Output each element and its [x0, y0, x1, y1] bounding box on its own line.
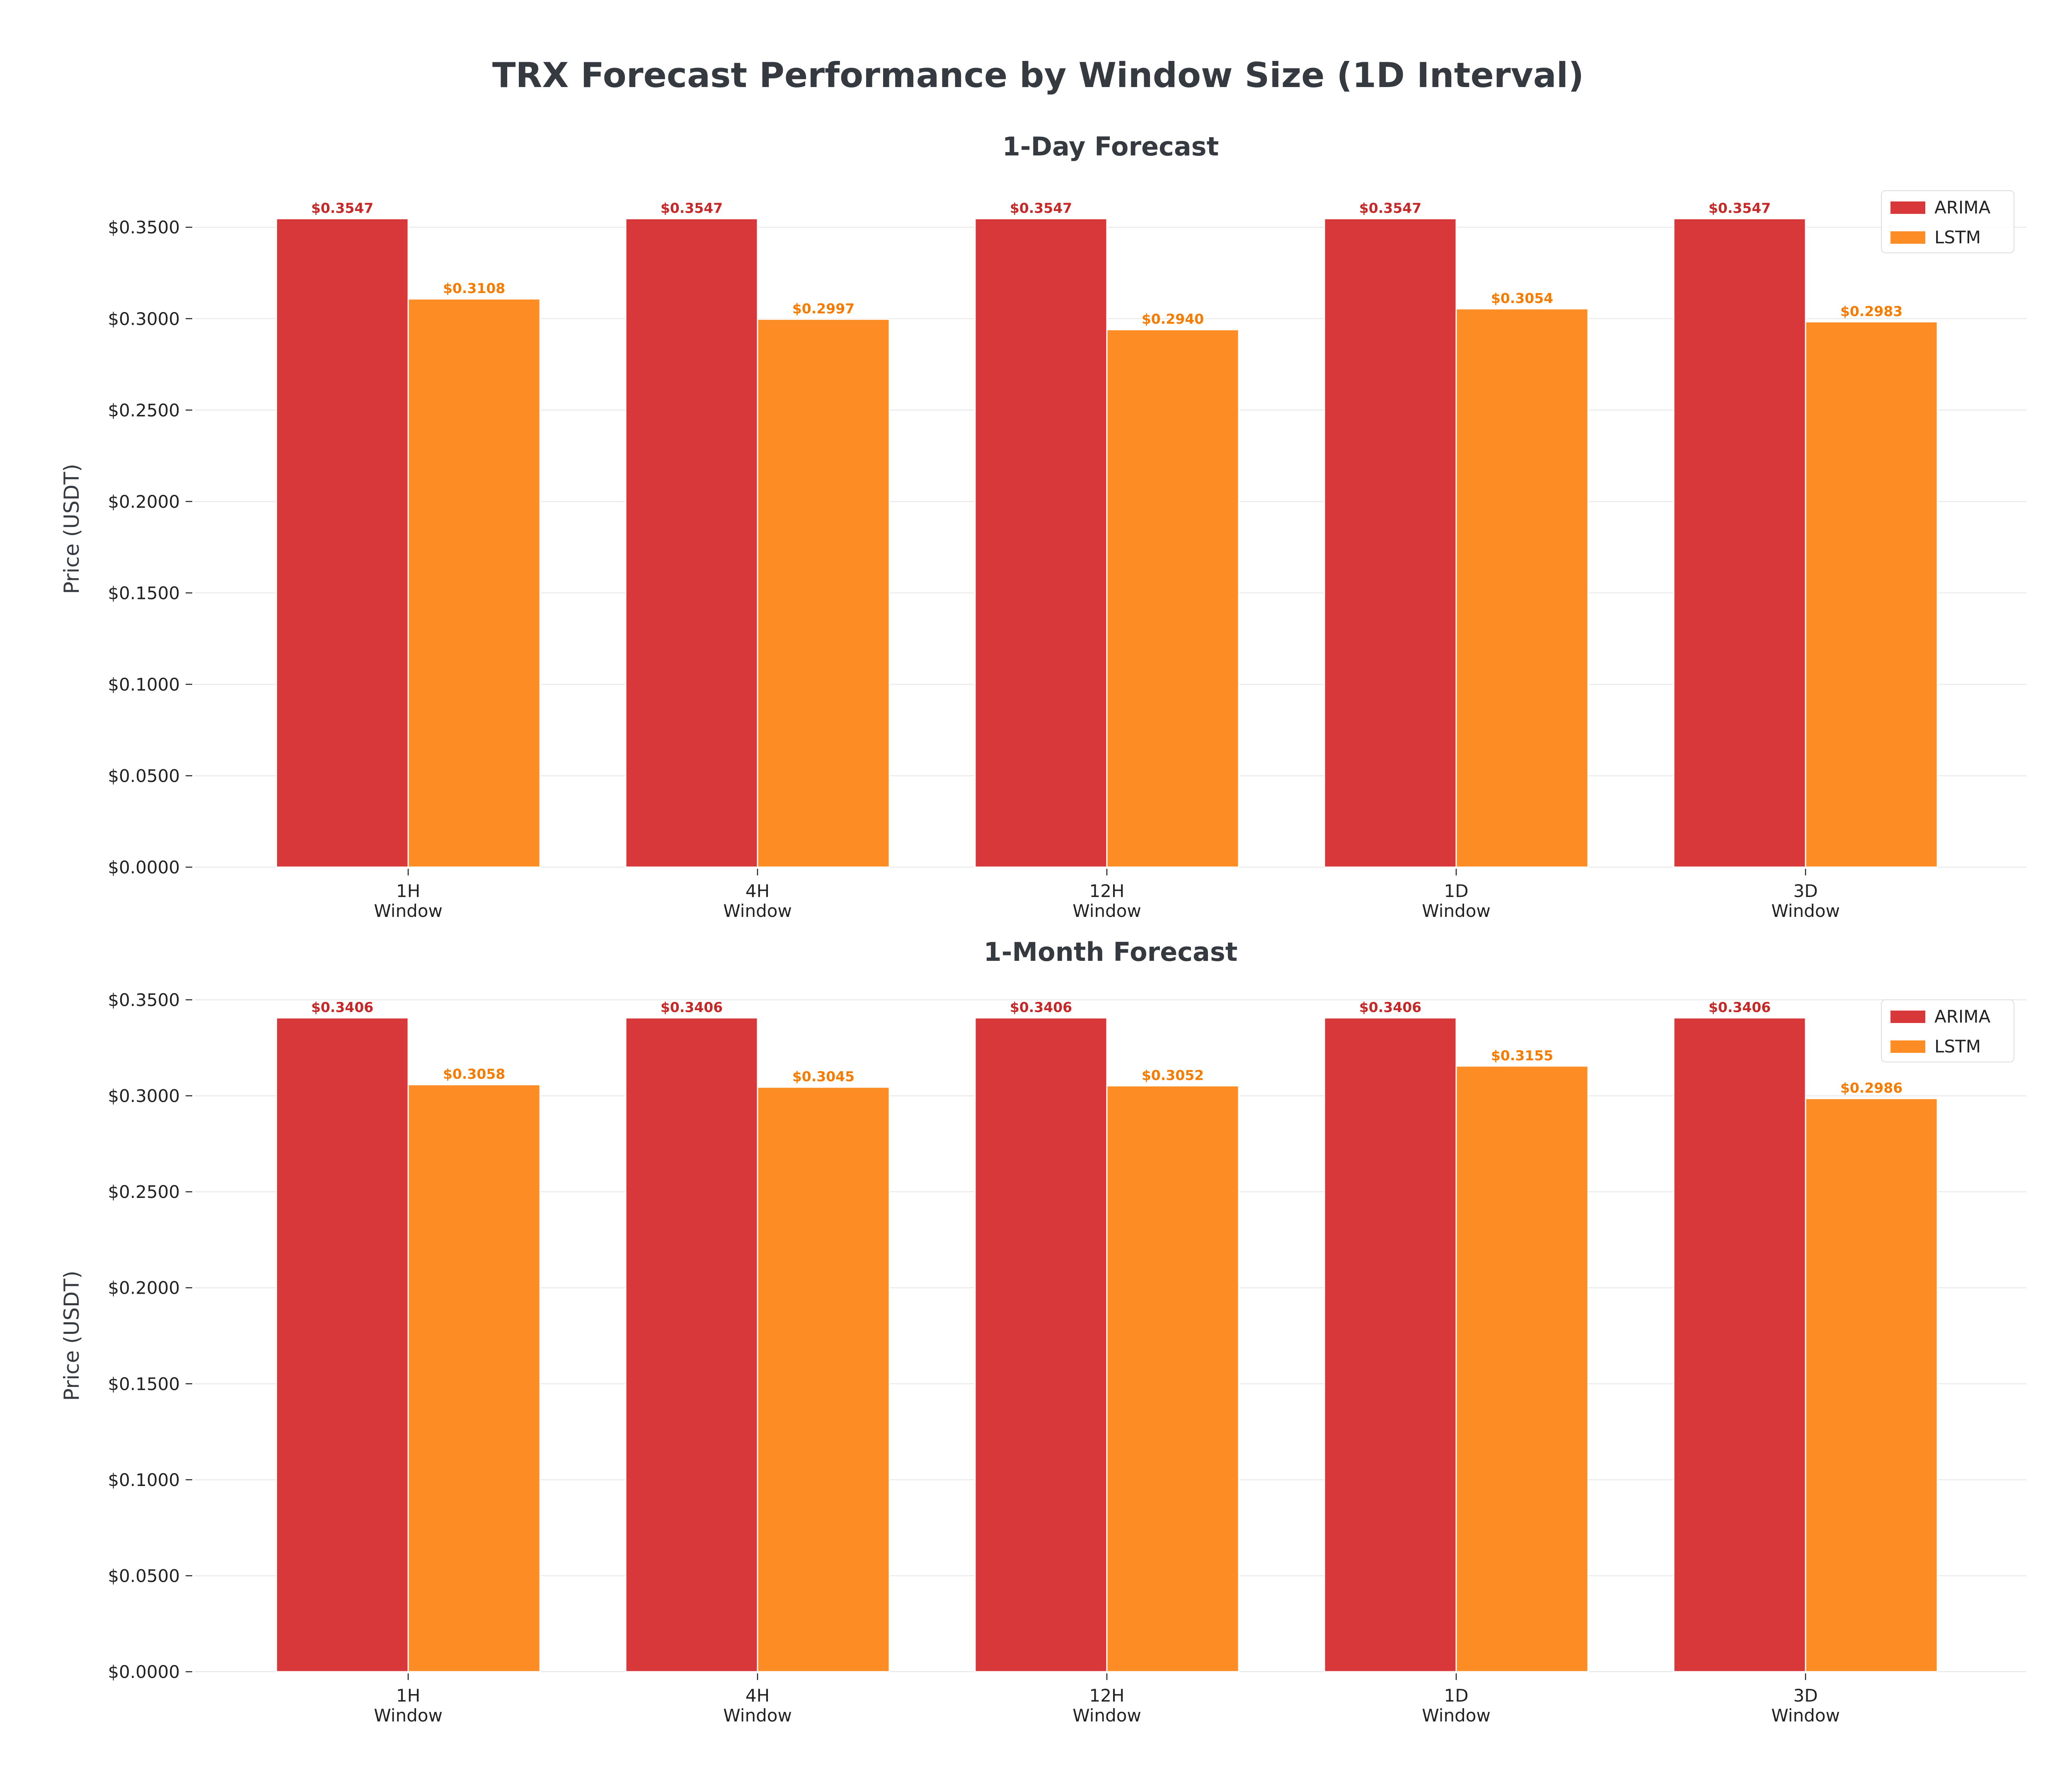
legend: ARIMA LSTM: [1881, 190, 2014, 253]
x-tick-label: Window: [1422, 901, 1491, 921]
legend-label-lstm: LSTM: [1934, 227, 1981, 247]
y-tick-label: $0.1000: [108, 1470, 180, 1490]
data-label: $0.3406: [1010, 999, 1072, 1016]
x-tick-label: Window: [723, 1705, 792, 1726]
legend-label-arima: ARIMA: [1934, 197, 1991, 218]
bar-arima-4: [1324, 218, 1457, 868]
y-tick-label: $0.3500: [108, 990, 180, 1010]
y-tick-label: $0.2500: [108, 400, 180, 420]
x-tick-label: 12H: [1089, 881, 1124, 901]
legend-swatch-lstm: [1890, 231, 1925, 244]
x-tick-label: 1H: [396, 881, 420, 901]
x-tick-label: 4H: [746, 881, 770, 901]
data-label: $0.3547: [1010, 200, 1072, 216]
y-tick-label: $0.0500: [108, 1566, 180, 1586]
legend: ARIMA LSTM: [1881, 999, 2014, 1062]
bar-arima-3: [974, 218, 1108, 868]
y-tick-label: $0.3000: [108, 309, 180, 329]
data-label: $0.3058: [443, 1066, 505, 1082]
data-label: $0.3547: [311, 200, 373, 216]
x-tick-label: Window: [1072, 1705, 1141, 1726]
data-label: $0.3054: [1491, 290, 1553, 306]
y-tick-label: $0.1500: [108, 1374, 180, 1394]
bar-lstm-3: [1106, 329, 1239, 868]
y-axis-label: Price (USDT): [60, 464, 84, 594]
x-tick-label: Window: [1072, 901, 1141, 921]
data-label: $0.3406: [311, 999, 373, 1016]
bar-lstm-1: [407, 1084, 541, 1673]
x-tick-label: Window: [723, 901, 792, 921]
bars: $0.3547 $0.3108 $0.3547 $0.2997 $0.3547 $0.29…: [276, 200, 1938, 868]
x-tick-label: 1D: [1444, 881, 1468, 901]
legend-swatch-arima: [1890, 1011, 1925, 1023]
bar-lstm-1: [407, 298, 541, 868]
y-tick-label: $0.1000: [108, 674, 180, 695]
figure-title: TRX Forecast Performance by Window Size …: [492, 55, 1584, 95]
legend-swatch-arima: [1890, 201, 1925, 214]
y-tick-label: $0.1500: [108, 583, 180, 603]
data-label: $0.3547: [1709, 200, 1771, 216]
bar-arima-5: [1673, 1017, 1806, 1673]
y-tick-label: $0.2000: [108, 1278, 180, 1298]
y-tick-label: $0.2500: [108, 1182, 180, 1202]
bar-lstm-2: [757, 1086, 890, 1673]
bar-lstm-3: [1106, 1085, 1239, 1673]
data-label: $0.3406: [1359, 999, 1421, 1016]
y-tick-label: $0.3000: [108, 1086, 180, 1106]
x-tick-label: 3D: [1793, 1685, 1818, 1706]
data-label: $0.3045: [792, 1069, 854, 1085]
x-tick-label: Window: [374, 901, 443, 921]
data-label: $0.3406: [1709, 999, 1771, 1016]
data-label: $0.3052: [1142, 1067, 1204, 1083]
data-label: $0.3406: [661, 999, 723, 1016]
legend-swatch-lstm: [1890, 1040, 1925, 1053]
y-tick-label: $0.3500: [108, 217, 180, 238]
bar-arima-5: [1673, 218, 1806, 868]
bar-arima-2: [625, 1017, 758, 1673]
data-label: $0.3547: [1359, 200, 1421, 216]
x-tick-label: Window: [1422, 1705, 1491, 1726]
x-tick-label: Window: [1771, 1705, 1840, 1726]
x-tick-label: 3D: [1793, 881, 1818, 901]
bar-lstm-5: [1805, 1098, 1938, 1673]
data-label: $0.3108: [443, 280, 505, 296]
data-label: $0.2986: [1840, 1080, 1903, 1096]
bar-lstm-5: [1805, 321, 1938, 868]
bar-lstm-4: [1455, 1065, 1589, 1673]
x-tick-label: Window: [1771, 901, 1840, 921]
data-label: $0.3547: [661, 200, 723, 216]
y-tick-label: $0.0000: [108, 1662, 180, 1682]
bars: $0.3406 $0.3058 $0.3406 $0.3045 $0.3406 $0.30…: [276, 999, 1938, 1673]
panel-title: 1-Month Forecast: [984, 937, 1238, 967]
y-tick-label: $0.0000: [108, 857, 180, 878]
bar-lstm-4: [1455, 308, 1589, 868]
y-axis-label: Price (USDT): [60, 1270, 84, 1401]
x-tick-label: Window: [374, 1705, 443, 1726]
legend-label-lstm: LSTM: [1934, 1036, 1981, 1057]
x-tick-label: 1D: [1444, 1685, 1468, 1706]
chart-panel-2: 1-Month Forecast Price (USDT) $0.0000 $0.05…: [60, 937, 2026, 1726]
x-tick-label: 4H: [746, 1685, 770, 1706]
bar-arima-1: [276, 1017, 409, 1673]
bar-arima-4: [1324, 1017, 1457, 1673]
data-label: $0.2997: [792, 301, 854, 317]
y-tick-label: $0.0500: [108, 766, 180, 786]
x-tick-label: 12H: [1089, 1685, 1124, 1706]
data-label: $0.3155: [1491, 1047, 1553, 1064]
chart-panel-1: 1-Day Forecast Price (USDT) $0.0000 $0.0500…: [60, 131, 2026, 921]
data-label: $0.2940: [1142, 311, 1204, 327]
legend-label-arima: ARIMA: [1934, 1006, 1991, 1027]
data-label: $0.2983: [1840, 303, 1903, 319]
bar-arima-1: [276, 218, 409, 868]
y-tick-label: $0.2000: [108, 492, 180, 512]
bar-arima-2: [625, 218, 758, 868]
panel-title: 1-Day Forecast: [1002, 131, 1219, 162]
x-tick-label: 1H: [396, 1685, 420, 1706]
bar-arima-3: [974, 1017, 1108, 1673]
bar-lstm-2: [757, 318, 890, 868]
